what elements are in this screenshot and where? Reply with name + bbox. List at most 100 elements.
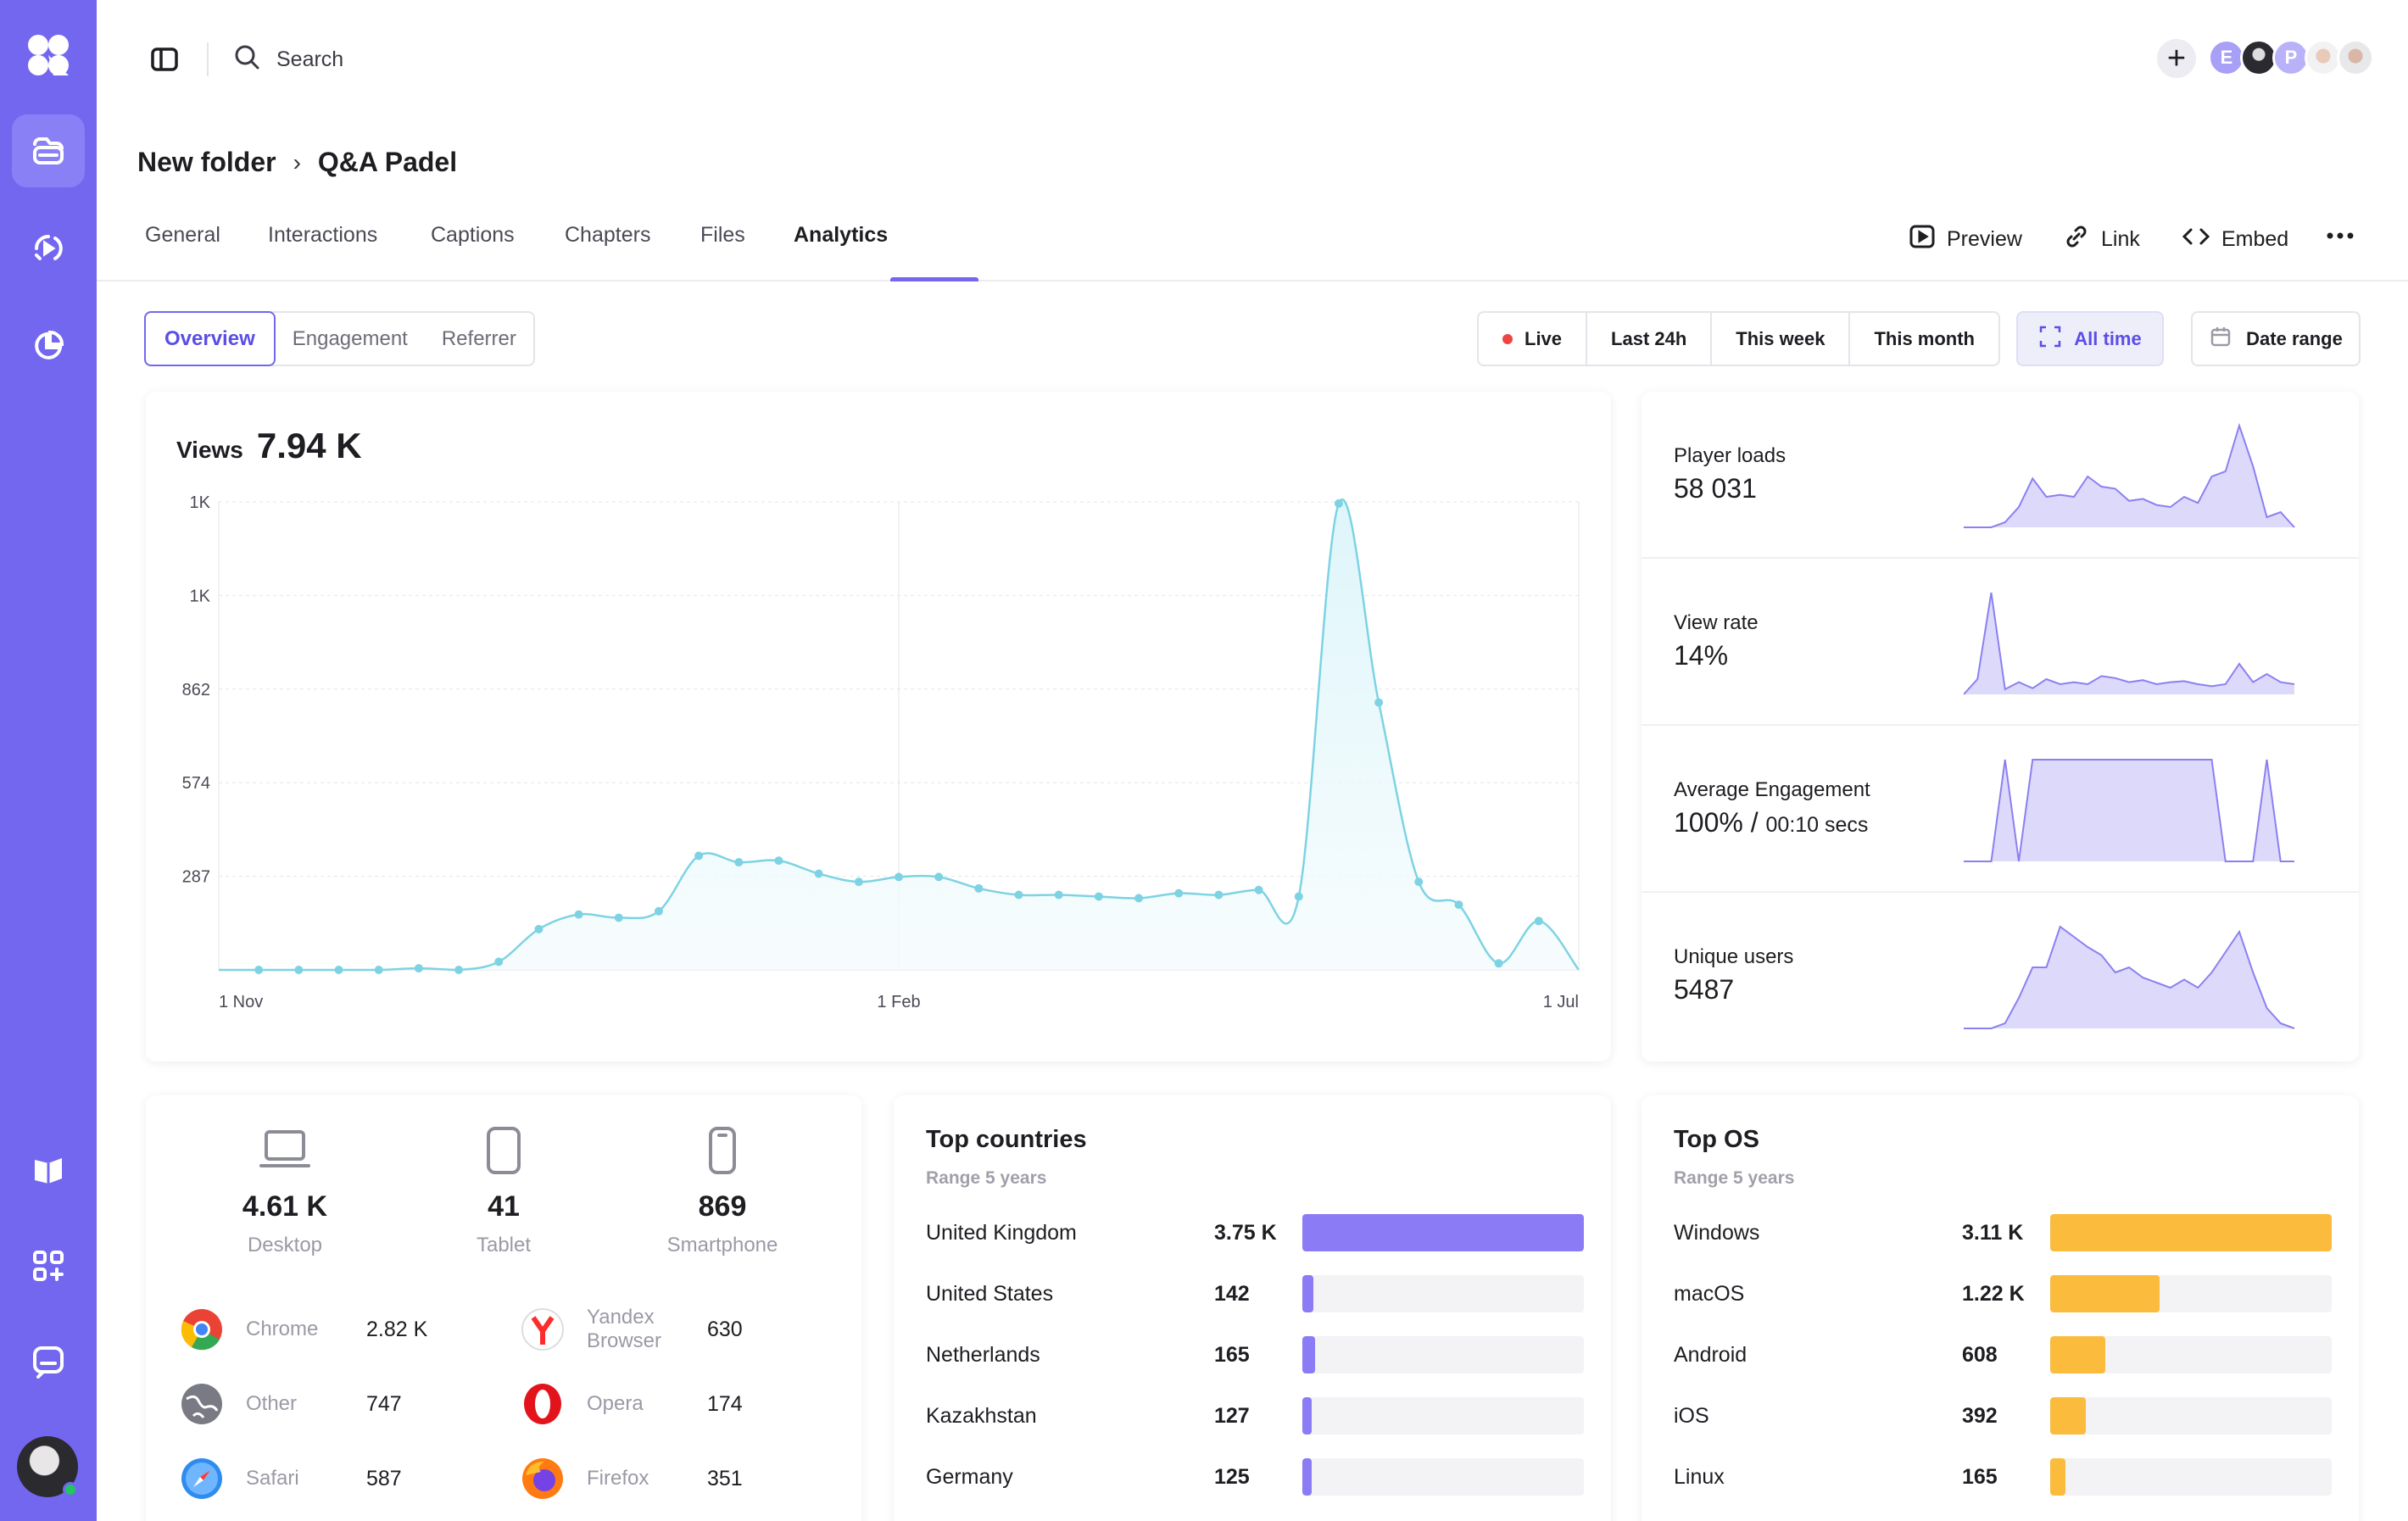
tab-files[interactable]: Files bbox=[700, 223, 745, 247]
this-week-button[interactable]: This week bbox=[1712, 313, 1851, 365]
panel-toggle-icon[interactable] bbox=[148, 42, 181, 81]
collaborator-avatar[interactable] bbox=[2305, 39, 2342, 76]
tab-captions[interactable]: Captions bbox=[431, 223, 515, 247]
device-label: Desktop bbox=[247, 1234, 323, 1256]
tab-analytics[interactable]: Analytics bbox=[794, 223, 889, 247]
academy-book-icon[interactable] bbox=[12, 1134, 85, 1206]
views-point[interactable] bbox=[1214, 890, 1224, 900]
tab-chapters[interactable]: Chapters bbox=[565, 223, 651, 247]
views-point[interactable] bbox=[734, 858, 744, 867]
list-row: Germany 125 bbox=[926, 1458, 1584, 1496]
views-point[interactable] bbox=[694, 851, 704, 861]
more-options-icon[interactable] bbox=[2323, 219, 2357, 253]
this-month-button[interactable]: This month bbox=[1874, 327, 1975, 349]
breadcrumb-parent[interactable]: New folder bbox=[137, 147, 276, 177]
logo-icon[interactable] bbox=[12, 19, 85, 92]
engagement-toggle[interactable]: Engagement bbox=[292, 326, 408, 350]
search-button[interactable]: Search bbox=[232, 39, 343, 80]
views-point[interactable] bbox=[934, 872, 944, 882]
integrations-icon[interactable] bbox=[12, 1229, 85, 1302]
embed-button[interactable]: Embed bbox=[2181, 222, 2288, 257]
views-point[interactable] bbox=[895, 872, 903, 882]
collaborator-avatar[interactable] bbox=[2337, 39, 2374, 76]
invite-add-button[interactable]: + bbox=[2157, 39, 2196, 78]
views-point[interactable] bbox=[534, 924, 543, 933]
metric-view-rate: View rate 14% bbox=[1642, 559, 2359, 726]
views-point[interactable] bbox=[1494, 959, 1503, 968]
all-time-button[interactable]: All time bbox=[2016, 311, 2164, 366]
tab-interactions[interactable]: Interactions bbox=[268, 223, 378, 247]
views-point[interactable] bbox=[374, 966, 383, 974]
browser-value: 2.82 K bbox=[366, 1317, 428, 1341]
views-point[interactable] bbox=[574, 910, 583, 919]
views-point[interactable] bbox=[1374, 698, 1384, 707]
views-point[interactable] bbox=[774, 856, 783, 866]
preview-label: Preview bbox=[1947, 227, 2022, 251]
tab-general[interactable]: General bbox=[145, 223, 220, 247]
views-point[interactable] bbox=[814, 869, 823, 878]
metric-value: 100% / 00:10 secs bbox=[1674, 807, 1868, 838]
online-status-dot bbox=[63, 1482, 78, 1497]
views-point[interactable] bbox=[1014, 890, 1023, 900]
browser-value: 747 bbox=[366, 1391, 402, 1416]
views-point[interactable] bbox=[1334, 499, 1343, 508]
live-stream-icon[interactable] bbox=[12, 212, 85, 285]
browser-chrome: Chrome 2.82 K bbox=[180, 1307, 427, 1351]
views-point[interactable] bbox=[1094, 892, 1103, 901]
top-bar: Search + E P bbox=[97, 0, 2408, 119]
views-point[interactable] bbox=[614, 913, 623, 922]
views-area-chart[interactable]: 287 574 862 1K 1K 1 Nov 1 Feb 1 Jul bbox=[146, 392, 1611, 1061]
referrer-toggle[interactable]: Referrer bbox=[441, 326, 516, 350]
feedback-chat-icon[interactable] bbox=[12, 1325, 85, 1398]
views-point[interactable] bbox=[1054, 890, 1063, 900]
views-point[interactable] bbox=[454, 966, 464, 974]
analytics-chart-icon[interactable] bbox=[12, 309, 85, 382]
views-point[interactable] bbox=[654, 906, 663, 916]
device-value: 4.61 K bbox=[242, 1190, 328, 1223]
views-point[interactable] bbox=[414, 964, 423, 973]
sparkline-area bbox=[1964, 426, 2294, 527]
list-row: United Kingdom 3.75 K bbox=[926, 1214, 1584, 1251]
row-bar-fill bbox=[2050, 1275, 2160, 1312]
views-point[interactable] bbox=[1254, 885, 1263, 894]
link-button[interactable]: Link bbox=[2062, 222, 2140, 257]
views-point[interactable] bbox=[1414, 878, 1424, 887]
calendar-icon bbox=[2209, 325, 2232, 354]
collaborator-avatar[interactable]: E bbox=[2208, 39, 2245, 76]
metric-label: Average Engagement bbox=[1674, 778, 1870, 801]
breadcrumb: New folder › Q&A Padel bbox=[137, 147, 457, 178]
views-point[interactable] bbox=[1294, 892, 1303, 901]
views-point[interactable] bbox=[1134, 894, 1144, 903]
views-point[interactable] bbox=[974, 883, 984, 893]
laptop-icon bbox=[192, 1121, 378, 1180]
views-point[interactable] bbox=[1174, 889, 1184, 898]
preview-button[interactable]: Preview bbox=[1908, 222, 2022, 257]
link-icon bbox=[2062, 222, 2091, 257]
views-point[interactable] bbox=[854, 878, 863, 887]
video-library-icon[interactable] bbox=[12, 114, 85, 187]
date-range-button[interactable]: Date range bbox=[2191, 311, 2361, 366]
views-point[interactable] bbox=[1534, 916, 1543, 926]
views-point[interactable] bbox=[494, 957, 504, 967]
overview-toggle[interactable]: Overview bbox=[144, 311, 276, 366]
collaborator-avatar[interactable] bbox=[2240, 39, 2277, 76]
views-point[interactable] bbox=[254, 966, 264, 974]
views-point[interactable] bbox=[294, 966, 304, 974]
views-chart-card: Views 7.94 K 287 574 862 1K 1K 1 Nov 1 Feb 1 Ju… bbox=[146, 392, 1611, 1061]
views-area-fill bbox=[219, 499, 1579, 970]
browser-firefox: Firefox 351 bbox=[521, 1457, 743, 1501]
row-bar-track bbox=[2050, 1397, 2332, 1435]
live-range-button[interactable]: Live bbox=[1479, 313, 1588, 365]
row-bar-track bbox=[2050, 1458, 2332, 1496]
collaborator-avatar[interactable]: P bbox=[2272, 39, 2310, 76]
y-tick-label: 574 bbox=[182, 774, 210, 793]
views-point[interactable] bbox=[334, 966, 343, 974]
views-point[interactable] bbox=[1454, 900, 1463, 910]
last-24h-button[interactable]: Last 24h bbox=[1587, 313, 1713, 365]
row-value: 127 bbox=[1214, 1404, 1250, 1428]
row-name: Android bbox=[1674, 1343, 1747, 1367]
browser-yandex: Yandex Browser 630 bbox=[521, 1306, 743, 1352]
metric-label: Unique users bbox=[1674, 945, 1794, 968]
device-value: 41 bbox=[488, 1190, 520, 1223]
